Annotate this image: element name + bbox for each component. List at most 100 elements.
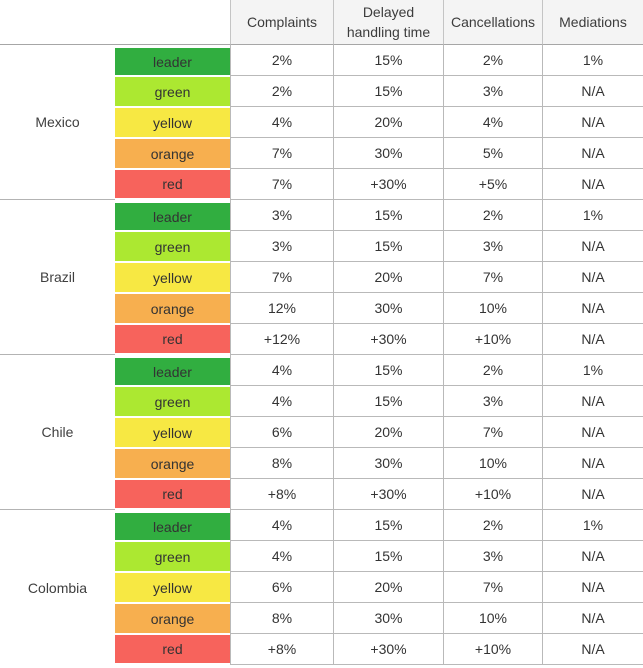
value-cell: 2% [443,510,542,541]
tier-cell-red: red [115,634,230,665]
value-cell: 3% [443,386,542,417]
value-cell: 7% [230,262,333,293]
value-cell: 2% [443,45,542,76]
value-cell: 15% [333,510,443,541]
value-cell: 2% [443,355,542,386]
table-row: red +8% +30% +10% N/A [0,479,643,510]
table-body: Mexico leader 2% 15% 2% 1% green 2% 15% 3% N/A yell… [0,45,643,665]
value-cell: 6% [230,572,333,603]
value-cell: 3% [443,541,542,572]
column-header-label: Mediations [559,13,627,30]
value-cell: N/A [542,169,643,200]
tier-cell-leader: leader [115,200,230,231]
tier-cell-green: green [115,541,230,572]
value-cell: N/A [542,138,643,169]
value-cell: N/A [542,448,643,479]
column-header-label: Cancellations [450,13,536,30]
table-row: green 3% 15% 3% N/A [0,231,643,262]
value-cell: 15% [333,355,443,386]
table-row: green 2% 15% 3% N/A [0,76,643,107]
value-cell: N/A [542,386,643,417]
value-cell: +10% [443,634,542,665]
tier-cell-yellow: yellow [115,572,230,603]
value-cell: +30% [333,479,443,510]
value-cell: 4% [230,355,333,386]
value-cell: 4% [230,541,333,572]
value-cell: 6% [230,417,333,448]
value-cell: 30% [333,448,443,479]
table-row: orange 8% 30% 10% N/A [0,448,643,479]
value-cell: 30% [333,603,443,634]
table-row: Colombia leader 4% 15% 2% 1% [0,510,643,665]
table-row: yellow 6% 20% 7% N/A [0,572,643,603]
value-cell: 15% [333,45,443,76]
value-cell: N/A [542,634,643,665]
value-cell: 20% [333,107,443,138]
table-row: green 4% 15% 3% N/A [0,386,643,417]
value-cell: +10% [443,479,542,510]
table-row: Brazil leader 3% 15% 2% 1% [0,200,643,355]
value-cell: 1% [542,355,643,386]
table-row: orange 8% 30% 10% N/A [0,603,643,634]
tier-cell-yellow: yellow [115,417,230,448]
value-cell: 10% [443,448,542,479]
value-cell: 7% [443,572,542,603]
country-label: Chile [0,355,115,510]
value-cell: 2% [230,45,333,76]
value-cell: 1% [542,200,643,231]
table-row: orange 7% 30% 5% N/A [0,138,643,169]
value-cell: 7% [443,262,542,293]
value-cell: 7% [443,417,542,448]
column-header-delayed-handling-time: Delayed handling time [333,0,443,45]
tier-cell-leader: leader [115,45,230,76]
value-cell: 4% [230,386,333,417]
tier-cell-orange: orange [115,293,230,324]
value-cell: +5% [443,169,542,200]
value-cell: 1% [542,45,643,76]
value-cell: 3% [230,231,333,262]
table-row: red +8% +30% +10% N/A [0,634,643,665]
column-header-cancellations: Cancellations [443,0,542,45]
tier-cell-green: green [115,386,230,417]
header-row: Complaints Delayed handling time Cancell… [0,0,643,45]
value-cell: 20% [333,572,443,603]
value-cell: 4% [230,107,333,138]
value-cell: +12% [230,324,333,355]
tier-cell-orange: orange [115,138,230,169]
table-row: Chile leader 4% 15% 2% 1% [0,355,643,510]
value-cell: +30% [333,634,443,665]
value-cell: N/A [542,479,643,510]
value-cell: +8% [230,634,333,665]
value-cell: 15% [333,386,443,417]
tier-cell-leader: leader [115,510,230,541]
table-row: green 4% 15% 3% N/A [0,541,643,572]
tier-cell-orange: orange [115,603,230,634]
value-cell: N/A [542,107,643,138]
value-cell: 20% [333,262,443,293]
column-header-complaints: Complaints [230,0,333,45]
value-cell: 8% [230,448,333,479]
value-cell: 2% [230,76,333,107]
value-cell: +30% [333,324,443,355]
value-cell: 4% [230,510,333,541]
tier-cell-green: green [115,231,230,262]
value-cell: 4% [443,107,542,138]
value-cell: 7% [230,169,333,200]
table-row: Mexico leader 2% 15% 2% 1% [0,45,643,200]
value-cell: N/A [542,231,643,262]
tier-cell-green: green [115,76,230,107]
value-cell: 15% [333,541,443,572]
tier-cell-yellow: yellow [115,262,230,293]
tier-cell-orange: orange [115,448,230,479]
value-cell: 2% [443,200,542,231]
table-row: yellow 6% 20% 7% N/A [0,417,643,448]
table-row: orange 12% 30% 10% N/A [0,293,643,324]
value-cell: 30% [333,138,443,169]
tier-cell-red: red [115,479,230,510]
value-cell: N/A [542,417,643,448]
value-cell: 20% [333,417,443,448]
value-cell: N/A [542,541,643,572]
value-cell: 7% [230,138,333,169]
table-row: yellow 4% 20% 4% N/A [0,107,643,138]
